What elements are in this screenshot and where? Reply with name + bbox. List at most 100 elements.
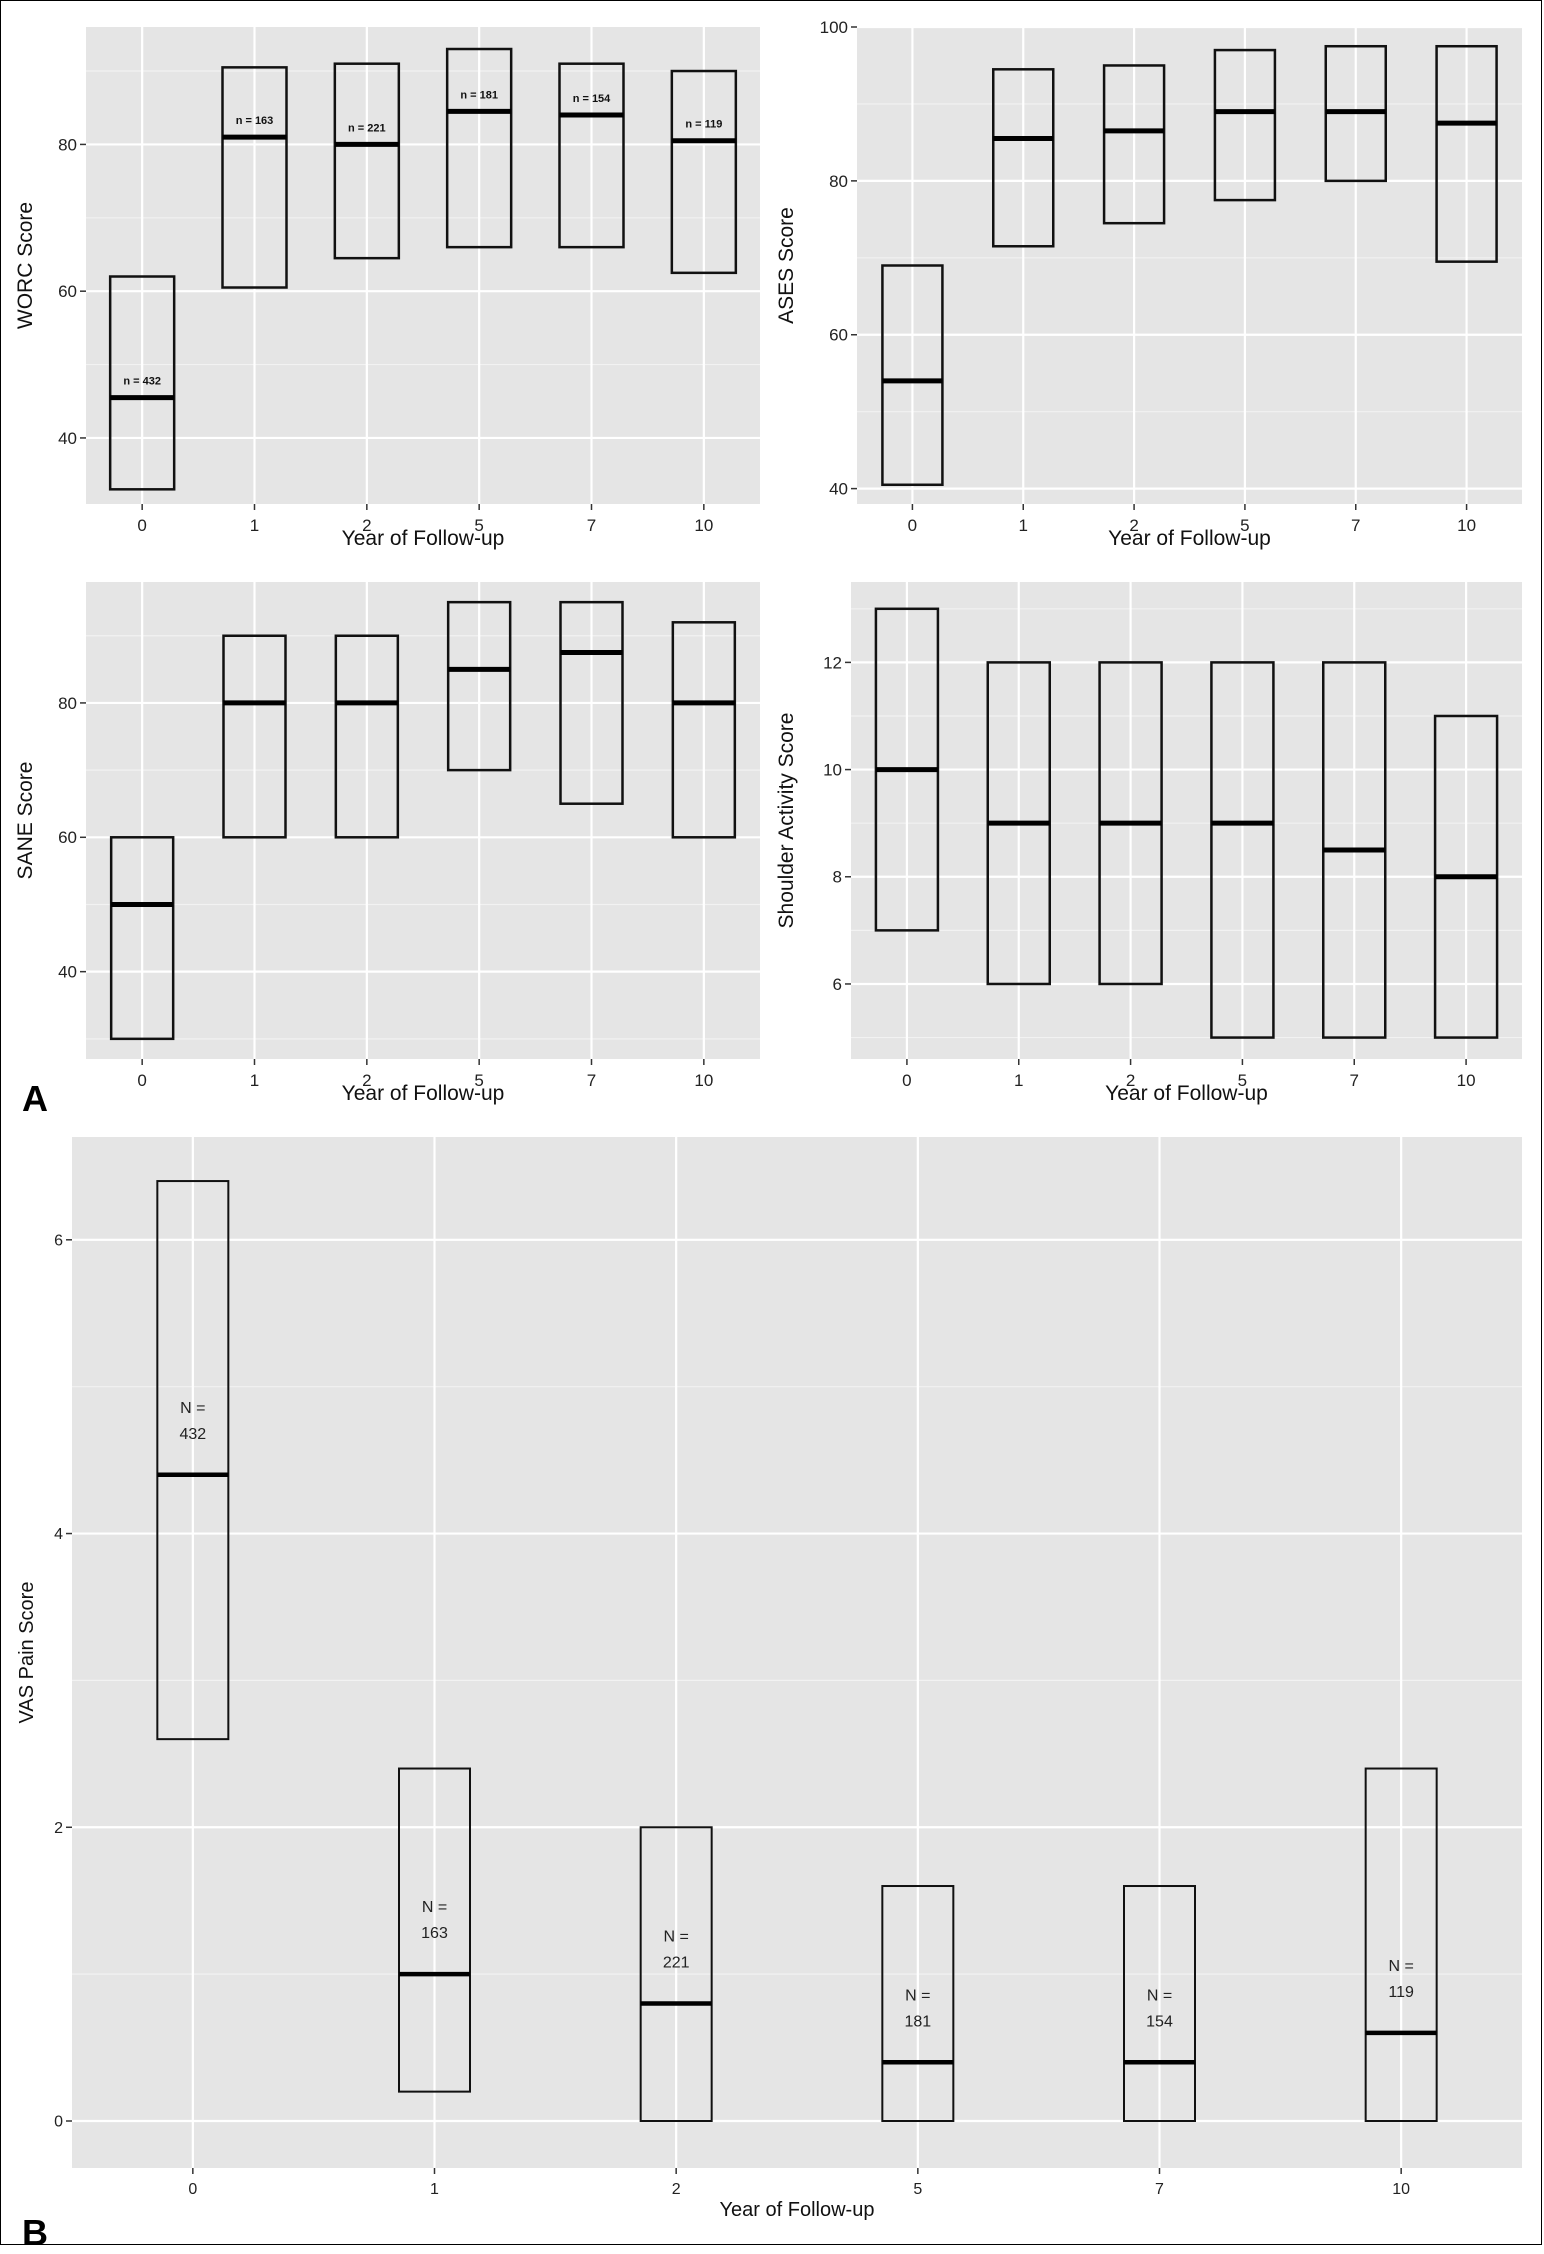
chart2-box	[1102, 64, 1166, 225]
chart1-box	[445, 47, 513, 249]
chart1-y-axis-title: WORC Score	[14, 202, 37, 329]
chart2-panel-background	[857, 27, 1522, 504]
chart5-tick-label-x: 7	[1155, 2181, 1164, 2198]
chart3-box	[671, 621, 737, 839]
chart5-data-label: N =	[180, 1400, 205, 1417]
chart3-tick-label-x: 5	[474, 1071, 483, 1090]
chart5-panel-background	[72, 1137, 1522, 2168]
chart2-tick-label-y: 100	[820, 18, 848, 37]
chart3-tick-label-x: 0	[137, 1071, 146, 1090]
chart5-data-label: 119	[1388, 1984, 1414, 2001]
chart3-x-axis-title: Year of Follow-up	[342, 1082, 505, 1105]
chart2-box	[1435, 44, 1498, 263]
chart2-tick-label-x: 0	[908, 516, 917, 535]
chart3-tick-label-x: 10	[694, 1071, 713, 1090]
chart3-tick-label-y: 60	[58, 828, 77, 847]
chart5-data-label: N =	[1388, 1958, 1413, 1975]
panel-letter-b: B	[22, 2212, 48, 2253]
chart5-data-label: N =	[663, 1929, 688, 1946]
chart1-box	[221, 66, 288, 289]
chart5-tick-label-y: 2	[54, 1820, 63, 1837]
chart1-data-label: n = 163	[236, 115, 274, 127]
chart2-x-axis-title: Year of Follow-up	[1108, 527, 1271, 550]
chart2-box	[881, 264, 944, 487]
chart3-box	[222, 634, 287, 839]
chart1-tick-label-x: 1	[250, 516, 259, 535]
chart1-box	[333, 62, 401, 260]
chart5-y-axis-title: VAS Pain Score	[16, 1582, 38, 1724]
chart4-box	[1210, 661, 1275, 1039]
chart5-tick-label-y: 6	[54, 1232, 63, 1249]
chart5-tick-label-y: 0	[54, 2114, 63, 2131]
chart3-tick-label-y: 40	[58, 963, 77, 982]
chart2-box	[992, 68, 1055, 248]
chart3-box	[446, 600, 512, 772]
chart5-box	[156, 1180, 230, 1741]
chart2-tick-label-x: 10	[1457, 516, 1476, 535]
chart1-tick-label-x: 2	[362, 516, 371, 535]
chart5-box	[639, 1826, 713, 2123]
chart1-tick-label-x: 7	[587, 516, 596, 535]
chart3-y-axis-title: SANE Score	[14, 762, 37, 880]
chart2-tick-label-y: 80	[829, 172, 848, 191]
chart4-tick-label-x: 2	[1126, 1071, 1135, 1090]
chart5-data-label: 163	[421, 1925, 448, 1942]
chart5-data-label: 432	[179, 1426, 206, 1443]
chart2-tick-label-y: 60	[829, 326, 848, 345]
chart4-tick-label-x: 10	[1457, 1071, 1476, 1090]
chart1-tick-label-y: 40	[58, 429, 77, 448]
chart1-tick-label-y: 60	[58, 282, 77, 301]
chart4-tick-label-y: 12	[823, 653, 842, 672]
chart5-box	[1123, 1885, 1196, 2123]
chart4-tick-label-x: 0	[902, 1071, 911, 1090]
chart5-x-axis-title: Year of Follow-up	[720, 2199, 875, 2221]
chart3-box	[559, 600, 624, 805]
chart3-tick-label-y: 80	[58, 694, 77, 713]
chart2-y-axis-title: ASES Score	[775, 207, 798, 324]
chart5-tick-label-x: 5	[913, 2181, 922, 2198]
chart5-box	[398, 1767, 471, 2093]
chart3-box	[334, 634, 400, 839]
chart1-box	[108, 275, 176, 491]
panel-letter-a: A	[22, 1078, 48, 1119]
chart4-tick-label-x: 7	[1350, 1071, 1359, 1090]
chart3-tick-label-x: 1	[250, 1071, 259, 1090]
chart2-tick-label-x: 2	[1129, 516, 1138, 535]
chart2-tick-label-y: 40	[829, 480, 848, 499]
chart5-tick-label-x: 0	[188, 2181, 197, 2198]
chart5-data-label: 221	[663, 1955, 690, 1972]
chart4-x-axis-title: Year of Follow-up	[1105, 1082, 1268, 1105]
chart5-tick-label-x: 10	[1392, 2181, 1410, 2198]
chart3-tick-label-x: 2	[362, 1071, 371, 1090]
chart5-data-label: N =	[1147, 1987, 1172, 2004]
chart5-data-label: N =	[422, 1899, 447, 1916]
chart1-data-label: n = 221	[348, 122, 386, 134]
chart1-tick-label-x: 10	[694, 516, 713, 535]
chart4-tick-label-x: 1	[1014, 1071, 1023, 1090]
chart4-y-axis-title: Shoulder Activity Score	[775, 713, 798, 929]
chart5-data-label: N =	[905, 1987, 930, 2004]
chart1-tick-label-y: 80	[58, 135, 77, 154]
chart4-panel-background	[851, 582, 1522, 1059]
chart5-data-label: 181	[904, 2013, 931, 2030]
chart4-tick-label-y: 10	[823, 761, 842, 780]
chart1-data-label: n = 154	[573, 93, 611, 105]
chart5-data-label: 154	[1146, 2013, 1173, 2030]
chart5-tick-label-y: 4	[54, 1526, 63, 1543]
chart1-box	[558, 62, 625, 249]
chart3-tick-label-x: 7	[587, 1071, 596, 1090]
chart5-tick-label-x: 2	[672, 2181, 681, 2198]
chart1-box	[670, 69, 738, 275]
chart4-tick-label-y: 6	[833, 975, 842, 994]
chart4-tick-label-x: 5	[1238, 1071, 1247, 1090]
chart1-panel-background	[86, 27, 760, 504]
chart1-x-axis-title: Year of Follow-up	[342, 527, 505, 550]
chart2-tick-label-x: 5	[1240, 516, 1249, 535]
chart5-box	[1364, 1767, 1438, 2123]
chart1-data-label: n = 181	[460, 89, 498, 101]
chart5-box	[881, 1885, 955, 2123]
chart1-data-label: n = 119	[685, 119, 722, 131]
chart1-tick-label-x: 0	[137, 516, 146, 535]
